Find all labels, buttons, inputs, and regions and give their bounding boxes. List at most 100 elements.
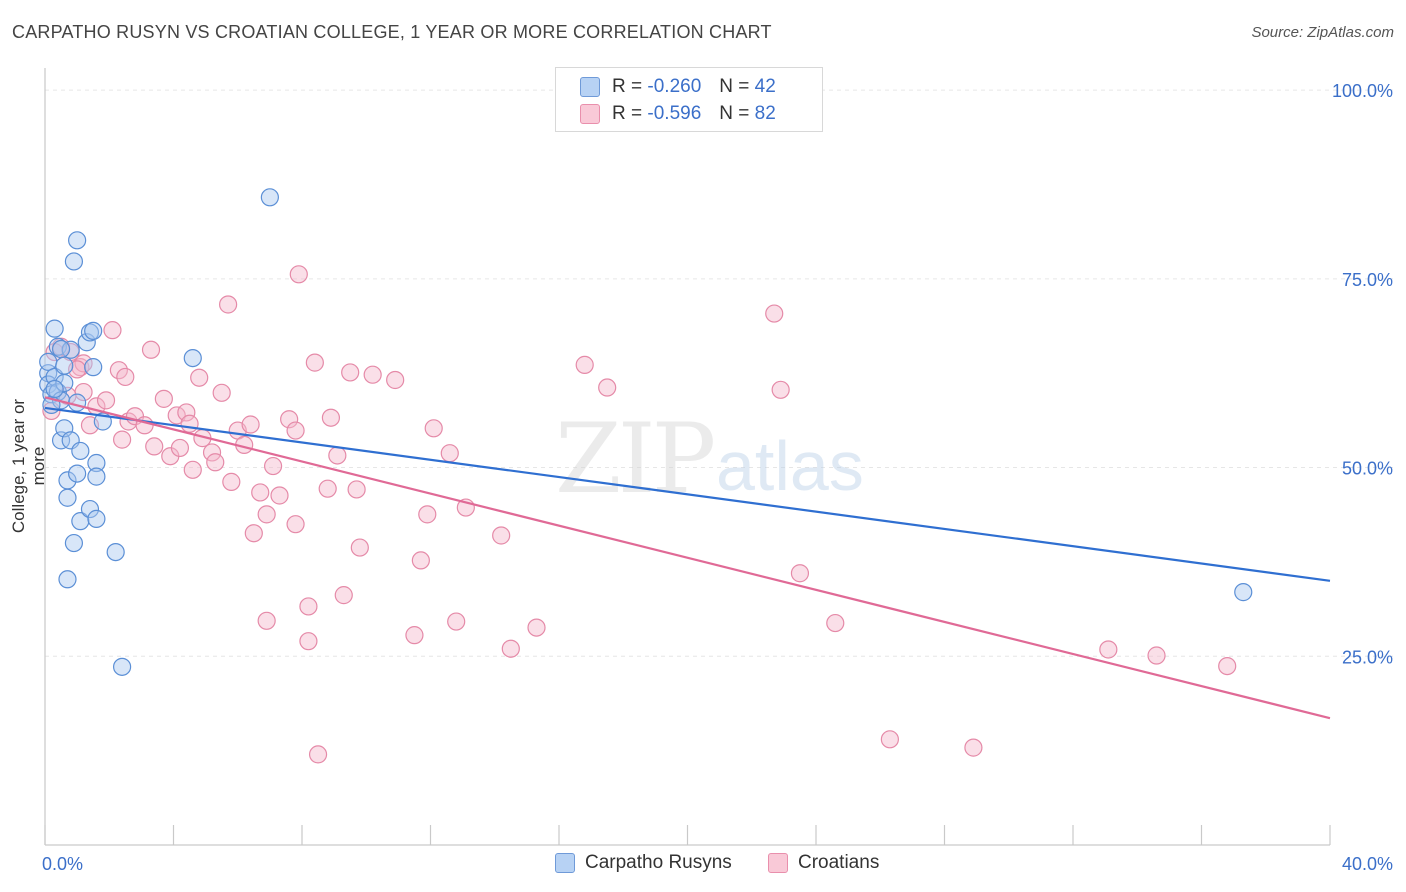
carpatho-rusyn-point (68, 231, 87, 250)
croatian-point (244, 524, 263, 543)
x-tick-label: 0.0% (42, 854, 83, 874)
croatian-point (328, 446, 347, 465)
y-tick-label: 25.0% (1342, 647, 1393, 667)
croatian-point (418, 505, 437, 524)
croatian-point (116, 367, 135, 387)
croatian-point (492, 526, 511, 545)
stats-legend: R = -0.260 N = 42 R = -0.596 N = 82 (555, 67, 823, 132)
legend-item-croatians[interactable]: Croatians (768, 852, 879, 874)
croatian-point (212, 383, 231, 402)
croatian-point (598, 378, 617, 397)
carpatho-rusyn-point (68, 464, 87, 483)
croatian-point (440, 444, 459, 463)
croatian-point (286, 515, 305, 534)
croatian-point (964, 738, 983, 757)
carpatho-rusyn-point (64, 533, 84, 553)
croatian-point (257, 611, 276, 630)
chart-title: CARPATHO RUSYN VS CROATIAN COLLEGE, 1 YE… (12, 22, 772, 42)
legend-label: Croatians (798, 852, 880, 873)
carpatho-rusyn-point (71, 512, 90, 531)
carpatho-rusyn-point (68, 393, 87, 412)
watermark-atlas: atlas (716, 427, 864, 505)
carpatho-rusyn-point (45, 379, 64, 399)
croatian-point (826, 613, 845, 633)
carpatho-rusyn-point (58, 471, 77, 490)
croatian-point (299, 597, 318, 616)
carpatho-rusyn-point (58, 488, 77, 507)
croatian-point (334, 586, 353, 605)
croatian-point (257, 505, 276, 524)
croatian-point (145, 437, 164, 456)
carpatho-rusyn-point (87, 509, 106, 528)
croatian-point (1099, 640, 1118, 659)
tick-labels: 25.0% 50.0% 75.0% 100.0% 0.0% 40.0% (42, 81, 1393, 874)
legend-r-value: -0.596 (647, 103, 702, 124)
x-tick-label: 40.0% (1342, 854, 1393, 874)
legend-n-label: N = (719, 76, 750, 97)
series-legend: Carpatho Rusyns Croatians (0, 852, 1406, 878)
legend-swatch-pink (580, 104, 600, 124)
legend-r-label: R = (612, 76, 643, 97)
croatian-point (424, 419, 443, 438)
carpatho-rusyn-point (71, 441, 90, 461)
croatians-trend-line (44, 396, 1331, 720)
croatian-point (289, 265, 308, 284)
y-tick-label: 100.0% (1332, 81, 1393, 101)
axes (44, 68, 1331, 846)
croatian-point (501, 639, 520, 658)
carpatho-rusyn-point (55, 356, 74, 375)
croatian-point (765, 304, 784, 323)
legend-item-carpatho-rusyns[interactable]: Carpatho Rusyns (555, 852, 732, 874)
carpatho-rusyn-point (84, 321, 103, 341)
croatian-point (280, 410, 299, 429)
croatian-point (154, 389, 173, 408)
croatian-point (96, 391, 116, 410)
legend-n-value: 82 (754, 103, 776, 124)
croatian-point (1147, 646, 1166, 665)
carpatho-rusyn-point (260, 188, 279, 207)
carpatho-rusyn-point (39, 352, 58, 371)
croatian-point (222, 472, 241, 491)
grid-lines (45, 89, 1395, 657)
carpatho-rusyn-point (64, 252, 84, 271)
legend-n-label: N = (719, 103, 750, 124)
croatian-point (299, 632, 318, 651)
croatian-point (202, 443, 222, 462)
legend-swatch-blue (555, 853, 575, 873)
y-tick-label: 75.0% (1342, 270, 1393, 290)
carpatho-rusyns-trend-line (44, 406, 1331, 582)
legend-swatch-blue (580, 77, 600, 97)
watermark-zip: ZIP (555, 403, 714, 515)
croatian-point (350, 538, 369, 557)
watermark: ZIP atlas (555, 403, 864, 515)
croatian-point (880, 730, 899, 749)
carpatho-rusyn-point (45, 319, 64, 338)
croatian-point (103, 321, 122, 340)
croatian-point (219, 295, 238, 314)
carpatho-rusyn-point (87, 467, 106, 486)
legend-row-carpatho: R = -0.260 N = 42 (580, 75, 776, 99)
carpatho-rusyn-point (80, 499, 100, 519)
carpatho-rusyn-point (58, 570, 77, 589)
croatian-point (318, 479, 337, 498)
croatian-point (206, 453, 225, 472)
carpatho-rusyn-point (51, 431, 71, 450)
croatian-point (341, 363, 360, 382)
croatian-point (411, 551, 430, 570)
source-label: Source: ZipAtlas.com (1251, 24, 1394, 41)
carpatho-rusyn-point (183, 348, 202, 368)
carpatho-rusyn-point (51, 339, 71, 359)
croatian-point (241, 415, 260, 434)
legend-r-label: R = (612, 103, 643, 124)
croatian-point (270, 486, 289, 505)
croatian-point (575, 355, 594, 374)
croatian-point (135, 416, 154, 435)
croatian-point (1218, 656, 1237, 676)
croatian-point (527, 618, 546, 637)
carpatho-rusyn-point (84, 358, 103, 377)
croatian-point (112, 430, 132, 449)
croatian-point (771, 380, 790, 399)
croatian-point (790, 564, 810, 583)
croatian-point (321, 408, 341, 427)
